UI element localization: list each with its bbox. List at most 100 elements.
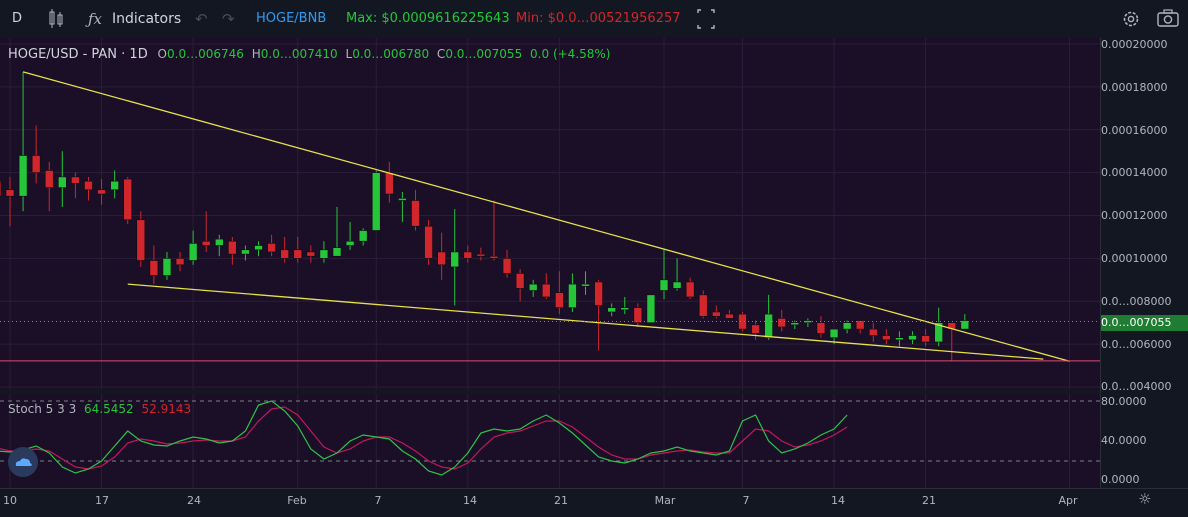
- price-tick: 0.00010000: [1101, 252, 1168, 265]
- candle-body: [842, 322, 852, 330]
- candle-body: [110, 180, 119, 191]
- time-label: 24: [187, 494, 201, 507]
- candle-body: [725, 313, 734, 319]
- candle-body: [149, 260, 159, 276]
- symbol-legend: HOGE/USD - PAN · 1D O0.0…006746 H0.0…007…: [8, 47, 610, 62]
- gear-icon: [1123, 11, 1139, 27]
- candle-body: [751, 324, 760, 334]
- candle-body: [44, 170, 54, 188]
- candle-body: [960, 320, 970, 330]
- candle-body: [437, 251, 446, 266]
- stoch-tick: 80.0000: [1101, 395, 1147, 408]
- candle-body: [123, 178, 133, 221]
- time-axis[interactable]: [0, 488, 1188, 517]
- snapshot-icon[interactable]: [1156, 0, 1180, 38]
- high-label: H: [251, 47, 261, 61]
- price-axis-panel[interactable]: [1100, 38, 1188, 488]
- candle-body: [58, 176, 67, 188]
- change-value: 0.0 (+4.58%): [530, 47, 611, 61]
- pane-separator: [0, 390, 1100, 394]
- candle-body: [594, 281, 603, 306]
- candle-body: [790, 322, 800, 326]
- candle-body: [136, 219, 146, 261]
- candle-body: [84, 180, 93, 191]
- candle-body: [293, 249, 303, 259]
- candle-body: [581, 283, 590, 287]
- close-label: C: [436, 47, 446, 61]
- open-label: O: [157, 47, 167, 61]
- price-tick: 0.00012000: [1101, 209, 1168, 222]
- fullscreen-icon[interactable]: [696, 0, 716, 38]
- candles-icon: [49, 9, 63, 28]
- candle-body: [502, 258, 512, 274]
- candle-body: [254, 245, 263, 251]
- price-tick: 0.0…006000: [1101, 338, 1172, 351]
- indicators-button[interactable]: Indicators: [112, 11, 182, 27]
- candle-body: [855, 320, 865, 330]
- high-value: 0.0…007410: [260, 47, 338, 61]
- time-label: 21: [554, 494, 568, 507]
- candle-body: [228, 240, 237, 255]
- time-label: Feb: [287, 494, 307, 507]
- top-toolbar: D ƒx Indicators ↶ ↷ HOGE/BNB Max: $0.000…: [0, 0, 1188, 39]
- candle-body: [620, 307, 630, 311]
- candle-body: [332, 247, 342, 257]
- stoch-legend: Stoch 5 3 3 64.5452 52.9143: [8, 402, 191, 416]
- candle-body: [803, 320, 813, 323]
- cloud-icon: [15, 458, 32, 466]
- candle-body: [0, 180, 2, 197]
- candle-body: [568, 283, 577, 308]
- candle-body: [777, 318, 787, 328]
- candle-body: [934, 322, 943, 343]
- low-label: L: [345, 47, 353, 61]
- candle-body: [214, 238, 224, 246]
- candle-body: [398, 198, 407, 201]
- price-tick: 0.00018000: [1101, 81, 1168, 94]
- candle-body: [188, 243, 198, 261]
- time-label: Mar: [654, 494, 676, 507]
- candle-body: [895, 337, 904, 341]
- candle-body: [162, 258, 172, 276]
- compare-symbol[interactable]: HOGE/BNB: [256, 11, 327, 26]
- candle-body: [607, 307, 616, 313]
- sun-icon[interactable]: ☼: [1138, 490, 1152, 508]
- candle-body: [738, 313, 747, 330]
- chart-area[interactable]: [0, 38, 1188, 516]
- stoch-d-value: 52.9143: [141, 402, 192, 416]
- interval-button[interactable]: D: [12, 11, 23, 26]
- candle-body: [829, 328, 839, 338]
- candle-body: [385, 172, 394, 195]
- candle-body: [489, 255, 499, 259]
- candle-body: [5, 189, 15, 197]
- candle-body: [345, 240, 355, 246]
- time-label: Apr: [1058, 494, 1078, 507]
- candle-body: [541, 283, 551, 298]
- time-label: 7: [374, 494, 382, 507]
- candle-body: [71, 176, 80, 184]
- candle-body: [371, 172, 381, 231]
- candle-body: [685, 281, 695, 298]
- candle-body: [267, 243, 276, 253]
- candle-body: [306, 251, 316, 257]
- fx-icon: ƒx: [88, 10, 103, 28]
- candle-body: [528, 283, 538, 291]
- candle-body: [97, 189, 106, 195]
- candle-body: [633, 307, 643, 323]
- candle-body: [921, 335, 930, 343]
- low-value: 0.0…006780: [352, 47, 430, 61]
- candle-body: [515, 273, 525, 289]
- candle-body: [646, 294, 656, 323]
- min-label: Min: $0.0…00521956257: [516, 11, 681, 26]
- undo-icon[interactable]: ↶: [195, 10, 208, 28]
- redo-icon[interactable]: ↷: [222, 10, 235, 28]
- chart-type-icon[interactable]: [46, 0, 66, 38]
- candle-body: [555, 292, 564, 308]
- candle-body: [463, 251, 473, 259]
- candle-body: [698, 294, 708, 317]
- candle-body: [358, 230, 368, 242]
- stoch-tick: 0.0000: [1101, 473, 1140, 486]
- candle-body: [411, 200, 420, 227]
- candle-body: [908, 335, 917, 341]
- settings-icon[interactable]: [1120, 0, 1142, 38]
